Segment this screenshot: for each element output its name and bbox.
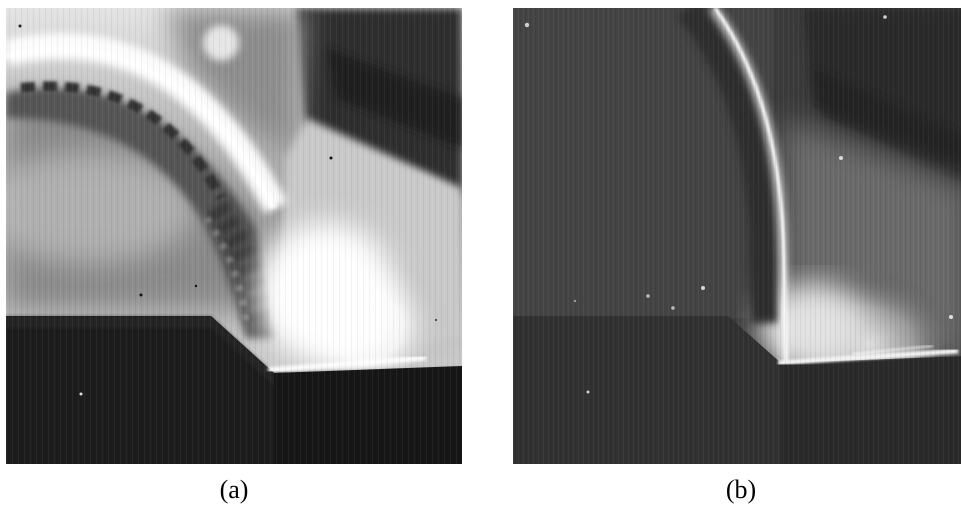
caption-a: (a) <box>219 475 249 504</box>
photo-b <box>513 8 961 464</box>
image-panel-b <box>513 8 961 464</box>
caption-b: (b) <box>725 475 757 504</box>
image-panel-a <box>6 8 462 464</box>
photo-a <box>6 8 462 464</box>
